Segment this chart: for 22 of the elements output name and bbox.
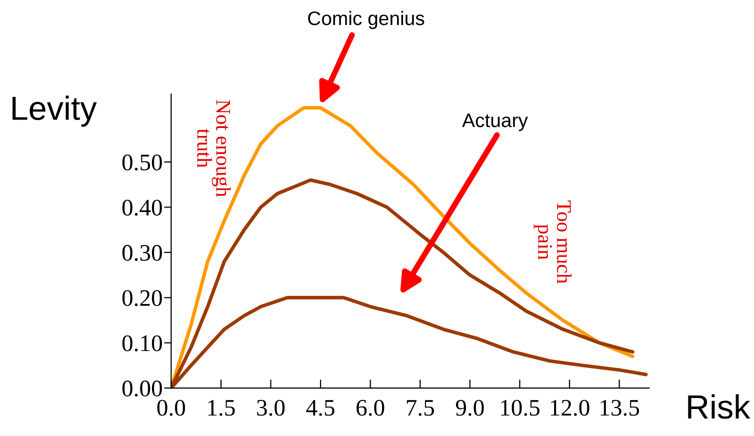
- x-tick-label: 0.0: [157, 400, 186, 416]
- text: Comic genius: [308, 10, 424, 30]
- x-tick-label: 6.0: [356, 400, 384, 416]
- annotation: Too much pain: [534, 200, 572, 284]
- y-tick-label: 0.00: [122, 380, 162, 397]
- x-tick-label: 12.0: [550, 400, 590, 416]
- y-tick-label: 0.30: [122, 244, 162, 261]
- annotation: Actuary: [462, 114, 528, 132]
- x-axis-title: Risk: [688, 394, 750, 419]
- y-tick-label: 0.40: [122, 200, 162, 216]
- y-tick-label: 0.20: [122, 290, 162, 306]
- y-tick-label: 0.50: [122, 154, 162, 171]
- x-tick-label: 4.5: [306, 400, 334, 416]
- y-tick-label: 0.10: [122, 335, 162, 352]
- x-tick-label: 3.0: [257, 400, 285, 416]
- y-axis-title: Levity: [12, 96, 97, 127]
- x-tick-label: 9.0: [456, 400, 484, 416]
- annotation: Not enough truth: [197, 100, 231, 197]
- x-tick-label: 10.5: [501, 400, 540, 416]
- x-tick-label: 1.5: [208, 400, 235, 416]
- x-tick-label: 7.5: [406, 400, 434, 416]
- x-tick-label: 13.5: [600, 400, 640, 416]
